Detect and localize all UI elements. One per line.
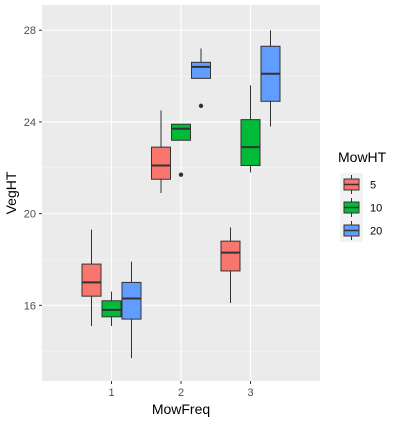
x-tick-label: 2: [178, 387, 184, 399]
y-tick-label: 24: [24, 117, 36, 129]
outlier-point: [198, 103, 204, 109]
legend-label: 5: [370, 180, 376, 192]
y-tick-label: 28: [24, 25, 36, 37]
box-20-freq-3: [260, 30, 281, 127]
x-tick-label: 3: [247, 387, 253, 399]
box-body: [81, 263, 102, 297]
box-10-freq-1: [101, 291, 122, 326]
box-body: [101, 300, 122, 318]
box-10-freq-2: [171, 123, 191, 177]
legend-label: 10: [370, 203, 382, 215]
legend-label: 20: [370, 226, 382, 238]
box-body: [151, 146, 171, 180]
outlier-point: [178, 172, 184, 177]
box-body: [191, 61, 211, 79]
x-axis: 1 2 3: [108, 381, 254, 399]
box-5-freq-3: [220, 227, 241, 304]
y-tick-label: 16: [24, 300, 36, 312]
legend-key-5: [340, 173, 363, 196]
box-20-freq-1: [121, 261, 142, 359]
x-tick-label: 1: [108, 387, 114, 399]
x-axis-title: MowFreq: [152, 401, 210, 417]
legend: MowHT 5 10 20: [338, 149, 387, 242]
box-10-freq-3: [240, 85, 261, 173]
box-20-freq-2: [191, 48, 211, 109]
y-axis: 16 20 24 28: [24, 25, 42, 312]
box-5-freq-1: [81, 229, 102, 326]
y-tick-label: 20: [24, 209, 36, 221]
box-body: [240, 119, 261, 166]
y-axis-title: VegHT: [3, 171, 19, 214]
box-body: [220, 240, 241, 272]
legend-key-10: [340, 196, 363, 219]
box-layer: [81, 30, 281, 359]
major-gridlines: [42, 5, 320, 381]
legend-title: MowHT: [338, 149, 387, 165]
box-body: [171, 123, 191, 141]
box-5-freq-2: [151, 110, 171, 193]
legend-key-20: [340, 219, 363, 242]
box-body: [121, 281, 142, 320]
